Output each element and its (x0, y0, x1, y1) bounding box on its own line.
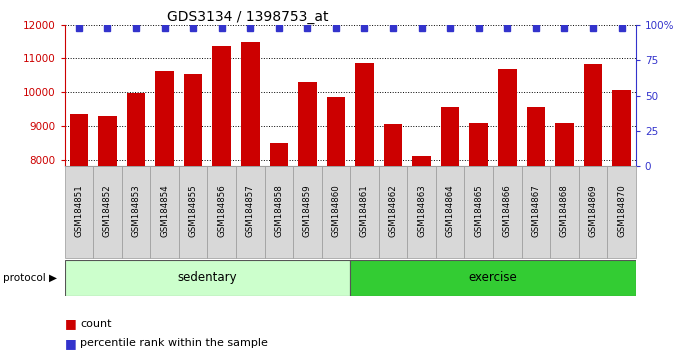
Bar (69, 114, 88, 354)
Text: GSM184857: GSM184857 (245, 184, 255, 237)
Bar (379, 166, 407, 258)
Text: GSM184856: GSM184856 (217, 184, 226, 237)
Bar (326, 97, 345, 354)
Bar (212, 46, 231, 354)
Bar (65, 166, 93, 258)
Bar (522, 166, 550, 258)
Text: GSM184868: GSM184868 (560, 184, 569, 237)
Bar (612, 90, 631, 354)
Bar (184, 74, 203, 354)
Bar (498, 69, 517, 354)
Text: GSM184854: GSM184854 (160, 184, 169, 237)
Bar (493, 166, 522, 258)
Text: GSM184858: GSM184858 (274, 184, 284, 237)
Bar (93, 166, 122, 258)
Bar (236, 166, 265, 258)
Bar (412, 156, 431, 354)
Text: ■: ■ (65, 318, 76, 330)
Bar (526, 107, 545, 354)
Text: GSM184870: GSM184870 (617, 184, 626, 237)
Bar (65, 260, 350, 296)
Text: GSM184853: GSM184853 (131, 184, 141, 237)
Bar (384, 124, 403, 354)
Text: GSM184864: GSM184864 (445, 184, 455, 237)
Bar (355, 63, 374, 354)
Bar (407, 166, 436, 258)
Text: exercise: exercise (469, 272, 517, 284)
Bar (555, 123, 574, 354)
Text: GSM184861: GSM184861 (360, 184, 369, 237)
Text: GSM184863: GSM184863 (417, 184, 426, 237)
Bar (550, 166, 579, 258)
Text: GSM184859: GSM184859 (303, 184, 312, 237)
Bar (269, 143, 288, 354)
Text: protocol ▶: protocol ▶ (3, 273, 57, 283)
Bar (241, 42, 260, 354)
Bar (350, 166, 379, 258)
Text: GSM184866: GSM184866 (503, 184, 512, 237)
Bar (126, 93, 146, 354)
Bar (298, 82, 317, 354)
Text: GSM184869: GSM184869 (588, 184, 598, 237)
Text: GSM184851: GSM184851 (74, 184, 84, 237)
Bar (350, 260, 636, 296)
Bar (98, 116, 117, 354)
Bar (207, 166, 236, 258)
Bar (441, 107, 460, 354)
Bar (464, 166, 493, 258)
Bar (293, 166, 322, 258)
Text: GDS3134 / 1398753_at: GDS3134 / 1398753_at (167, 10, 329, 24)
Bar (150, 166, 179, 258)
Text: GSM184855: GSM184855 (188, 184, 198, 237)
Text: GSM184867: GSM184867 (531, 184, 541, 237)
Bar (179, 166, 207, 258)
Bar (265, 166, 293, 258)
Text: GSM184860: GSM184860 (331, 184, 341, 237)
Bar (579, 166, 607, 258)
Bar (607, 166, 636, 258)
Text: count: count (80, 319, 112, 329)
Bar (583, 64, 602, 354)
Text: GSM184862: GSM184862 (388, 184, 398, 237)
Bar (122, 166, 150, 258)
Bar (469, 123, 488, 354)
Bar (436, 166, 464, 258)
Bar (155, 71, 174, 354)
Text: GSM184852: GSM184852 (103, 184, 112, 237)
Bar (322, 166, 350, 258)
Text: GSM184865: GSM184865 (474, 184, 483, 237)
Text: ■: ■ (65, 337, 76, 350)
Text: sedentary: sedentary (177, 272, 237, 284)
Text: percentile rank within the sample: percentile rank within the sample (80, 338, 268, 348)
